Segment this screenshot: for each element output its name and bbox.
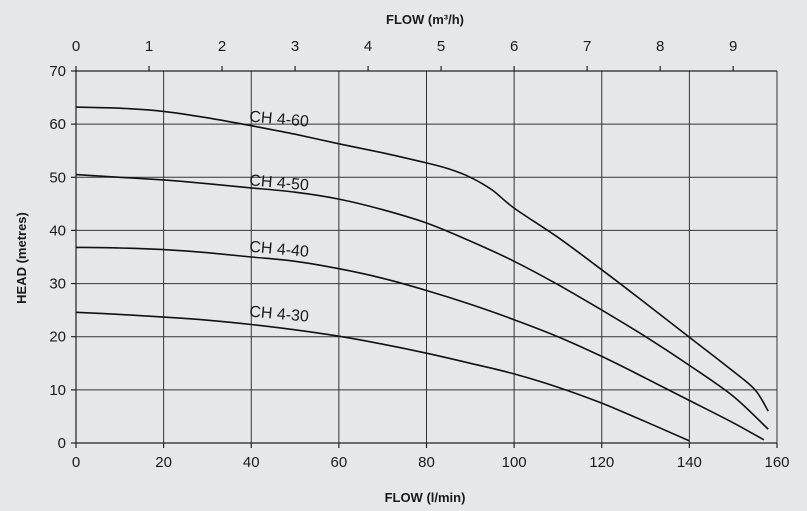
y-tick-label: 60 — [49, 116, 66, 133]
x-bottom-tick-label: 100 — [502, 454, 527, 471]
x-bottom-tick-label: 0 — [72, 454, 80, 471]
curve-label: CH 4-40 — [249, 239, 310, 261]
curve-ch-4-40 — [75, 246, 765, 441]
x-bottom-tick-label: 40 — [243, 454, 260, 471]
y-tick-label: 70 — [49, 63, 66, 80]
curve-label: CH 4-60 — [249, 109, 310, 131]
x-top-tick-label: 4 — [364, 38, 372, 55]
y-tick-label: 30 — [49, 276, 66, 293]
x-bottom-tick-label: 120 — [589, 454, 614, 471]
x-top-tick-label: 3 — [291, 38, 299, 55]
y-tick-label: 10 — [49, 382, 66, 399]
performance-curves — [75, 106, 769, 442]
x-top-tick-label: 7 — [583, 38, 591, 55]
y-tick-label: 50 — [49, 169, 66, 186]
x-top-tick-label: 9 — [729, 38, 737, 55]
x-top-tick-label: 5 — [437, 38, 445, 55]
x-top-tick-label: 8 — [656, 38, 664, 55]
grid-lines — [75, 70, 778, 444]
x-bottom-tick-label: 140 — [677, 454, 702, 471]
x-bottom-axis-title: FLOW (l/min) — [385, 490, 466, 505]
x-top-tick-label: 0 — [72, 38, 80, 55]
axes — [71, 66, 778, 448]
x-bottom-tick-label: 160 — [764, 454, 789, 471]
y-tick-label: 20 — [49, 329, 66, 346]
y-tick-label: 40 — [49, 222, 66, 239]
curve-labels: CH 4-60 CH 4-50 CH 4-40 CH 4-30 — [249, 109, 310, 326]
x-top-tick-label: 6 — [510, 38, 518, 55]
curve-ch-4-50 — [75, 173, 769, 430]
x-bottom-tick-label: 80 — [418, 454, 435, 471]
y-axis-title: HEAD (metres) — [14, 212, 29, 304]
curve-label: CH 4-30 — [249, 304, 310, 326]
x-bottom-tick-label: 60 — [331, 454, 348, 471]
curve-ch-4-60 — [75, 106, 769, 412]
x-bottom-tick-label: 20 — [155, 454, 172, 471]
tick-labels: 0 10 20 30 40 50 60 70 0 20 40 60 80 100 120 140 160 0 1 2 3… — [49, 38, 789, 471]
curve-ch-4-30 — [75, 311, 690, 442]
curve-label: CH 4-50 — [249, 172, 310, 194]
x-top-tick-label: 2 — [218, 38, 226, 55]
y-tick-label: 0 — [58, 435, 66, 452]
x-top-tick-label: 1 — [145, 38, 153, 55]
x-top-axis-title: FLOW (m³/h) — [386, 12, 464, 27]
